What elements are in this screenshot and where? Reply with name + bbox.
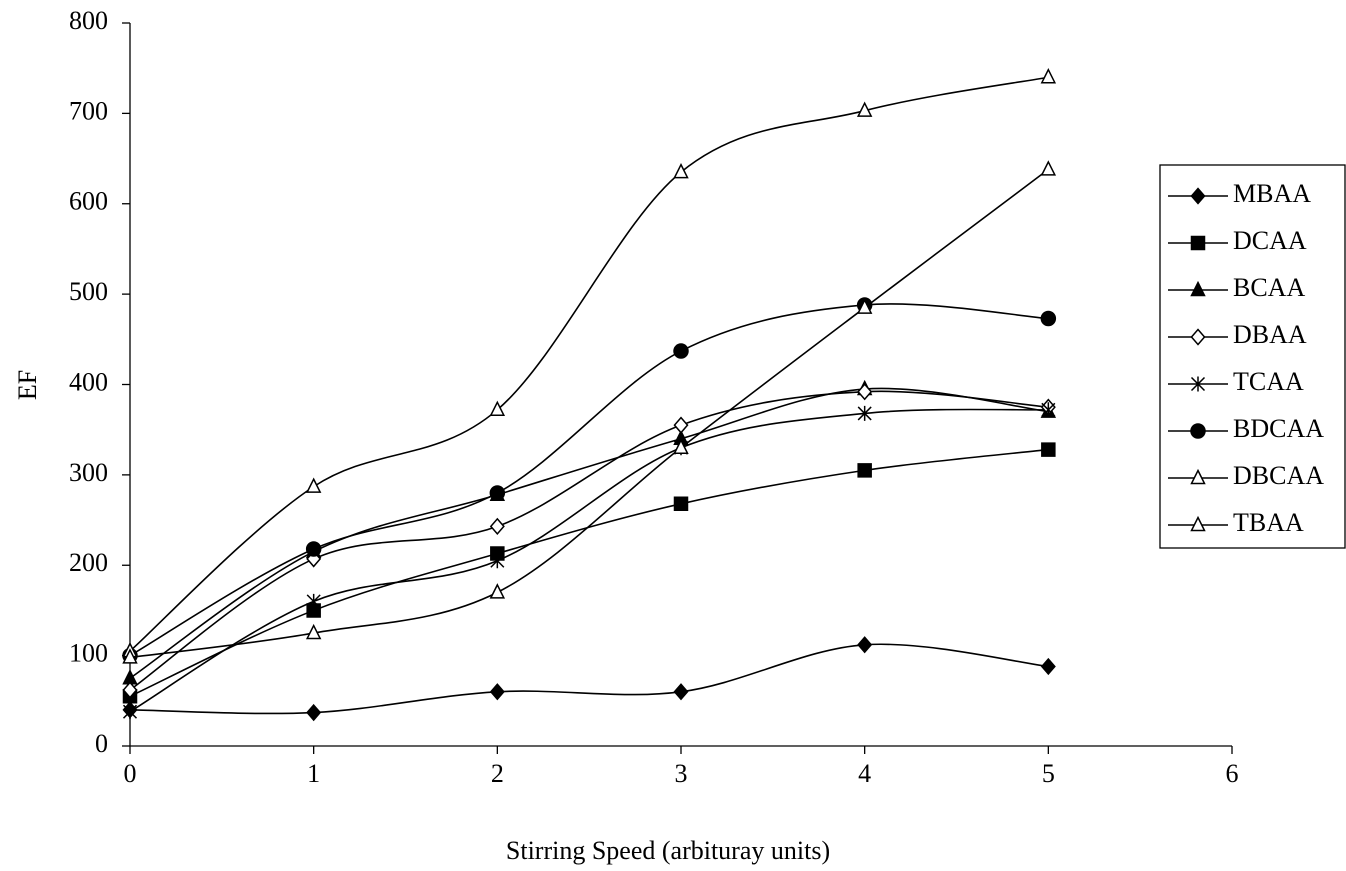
y-tick-label: 500 bbox=[69, 277, 108, 306]
series-line bbox=[129, 387, 1049, 679]
x-tick-label: 5 bbox=[1042, 759, 1055, 788]
marker bbox=[122, 704, 138, 720]
marker bbox=[1041, 442, 1056, 457]
x-tick-label: 3 bbox=[675, 759, 688, 788]
legend-label: DCAA bbox=[1233, 226, 1307, 255]
legend-marker bbox=[1190, 280, 1206, 297]
y-tick-label: 0 bbox=[95, 729, 108, 758]
x-tick-label: 2 bbox=[491, 759, 504, 788]
marker bbox=[1040, 68, 1057, 84]
y-tick-label: 800 bbox=[69, 6, 108, 35]
marker bbox=[857, 636, 873, 654]
x-axis-label: Stirring Speed (arbituray units) bbox=[506, 836, 830, 865]
legend-marker bbox=[1190, 376, 1206, 392]
marker bbox=[673, 683, 689, 701]
marker bbox=[673, 343, 689, 359]
marker bbox=[306, 593, 321, 609]
marker bbox=[305, 623, 322, 640]
legend-marker bbox=[1190, 423, 1206, 439]
series-line bbox=[129, 448, 1049, 698]
legend-marker bbox=[1190, 515, 1206, 532]
marker bbox=[489, 583, 506, 599]
x-tick-label: 0 bbox=[124, 759, 137, 788]
legend-label: MBAA bbox=[1233, 179, 1311, 208]
series-line bbox=[129, 408, 1049, 713]
series-line bbox=[129, 643, 1049, 715]
legend-marker bbox=[1190, 235, 1206, 251]
marker bbox=[305, 477, 322, 493]
y-tick-label: 200 bbox=[69, 548, 108, 577]
legend-label: BCAA bbox=[1233, 273, 1305, 302]
marker bbox=[857, 383, 873, 401]
y-tick-label: 100 bbox=[69, 639, 108, 668]
y-tick-label: 400 bbox=[69, 367, 108, 396]
marker bbox=[489, 485, 506, 501]
marker bbox=[857, 405, 872, 421]
y-tick-label: 600 bbox=[69, 187, 108, 216]
legend-label: DBAA bbox=[1233, 320, 1307, 349]
marker bbox=[305, 541, 322, 557]
marker bbox=[856, 101, 873, 117]
x-tick-label: 4 bbox=[858, 759, 871, 788]
legend-marker bbox=[1190, 187, 1206, 205]
legend-label: TBAA bbox=[1233, 508, 1304, 537]
marker bbox=[857, 463, 872, 478]
marker bbox=[1040, 310, 1057, 327]
x-tick-label: 6 bbox=[1226, 759, 1239, 788]
legend-label: TCAA bbox=[1233, 367, 1304, 396]
y-tick-label: 700 bbox=[69, 96, 108, 125]
series-line bbox=[129, 168, 1049, 659]
marker bbox=[122, 681, 138, 699]
marker bbox=[673, 438, 689, 455]
y-axis-label: EF bbox=[13, 370, 42, 400]
series-line bbox=[129, 303, 1049, 657]
marker bbox=[1040, 160, 1057, 176]
marker bbox=[490, 553, 505, 569]
legend-marker bbox=[1190, 468, 1206, 485]
marker bbox=[489, 400, 506, 417]
marker bbox=[306, 703, 322, 722]
legend-label: BDCAA bbox=[1233, 414, 1324, 443]
marker bbox=[489, 517, 505, 536]
legend-label: DBCAA bbox=[1233, 461, 1324, 490]
legend-box bbox=[1159, 164, 1346, 549]
marker bbox=[122, 648, 138, 664]
marker bbox=[673, 496, 689, 512]
marker bbox=[673, 416, 689, 434]
series-line bbox=[129, 76, 1049, 652]
series-line bbox=[129, 390, 1049, 691]
marker bbox=[1040, 657, 1056, 676]
marker bbox=[856, 298, 873, 314]
marker bbox=[489, 683, 505, 701]
x-tick-label: 1 bbox=[307, 759, 320, 788]
marker bbox=[1041, 402, 1056, 418]
y-tick-label: 300 bbox=[69, 458, 108, 487]
marker bbox=[673, 162, 689, 179]
legend-marker bbox=[1190, 328, 1206, 346]
